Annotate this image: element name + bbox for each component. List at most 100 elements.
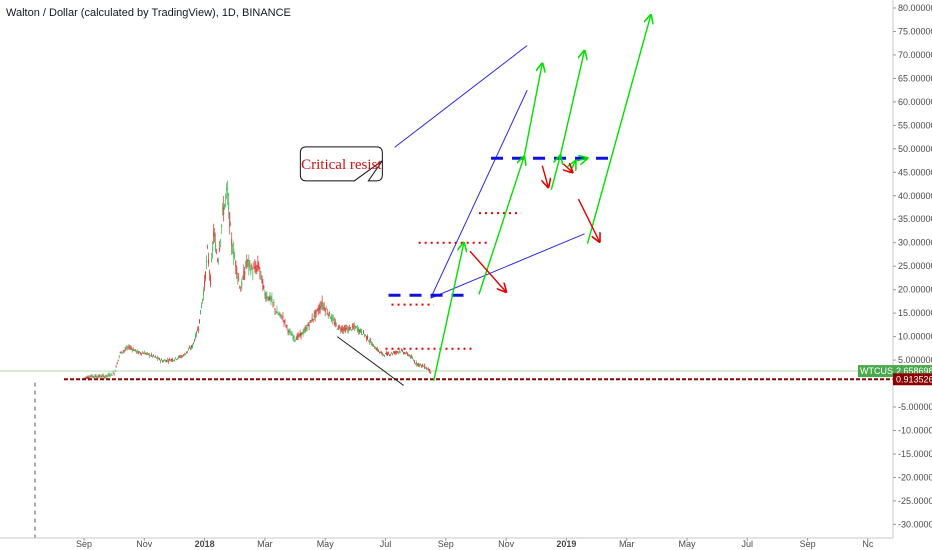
candle-body	[126, 347, 128, 349]
y-tick-label: -10.000000	[898, 425, 932, 435]
plot-area[interactable]	[0, 180, 893, 538]
candle-body	[169, 360, 171, 362]
candle-body	[404, 352, 406, 354]
y-tick-label: 15.000000	[898, 308, 932, 318]
candle-body	[107, 374, 109, 376]
candle-body	[149, 355, 151, 357]
x-tick-label: Nc	[862, 539, 873, 549]
annotations-layer: Critical resist	[64, 15, 893, 386]
candle-body	[114, 370, 116, 372]
candle-body	[286, 325, 288, 327]
candle-body	[153, 356, 155, 358]
candle-body	[135, 350, 137, 353]
candle-body	[234, 257, 236, 259]
candle-body	[215, 242, 217, 252]
candle-body	[109, 375, 111, 377]
candle-body	[373, 347, 375, 349]
candle-body	[175, 357, 176, 359]
candle-body	[194, 340, 195, 342]
candle-body	[155, 357, 157, 359]
green-arrow-1	[478, 156, 524, 295]
candle-body	[229, 212, 231, 228]
candle-body	[152, 355, 154, 357]
candle-body	[429, 369, 431, 372]
y-tick-label: 10.000000	[898, 332, 932, 342]
candle-body	[87, 376, 89, 379]
candle-body	[414, 361, 416, 363]
candle-body	[257, 262, 259, 268]
candle-body	[165, 360, 167, 362]
candle-body	[294, 340, 296, 341]
candle-body	[335, 324, 337, 326]
candle-body	[150, 354, 152, 356]
candle-body	[258, 264, 260, 269]
candle-body	[426, 367, 428, 369]
candle-body	[281, 318, 283, 320]
candle-body	[394, 351, 395, 354]
candle-body	[285, 325, 287, 327]
candle-body	[205, 271, 207, 279]
candle-body	[227, 192, 229, 196]
candle-body	[416, 362, 418, 365]
candle-body	[384, 355, 385, 357]
candle-body	[185, 353, 186, 355]
candle-body	[100, 377, 102, 378]
y-tick-label: -5.000000	[898, 402, 932, 412]
candle-body	[156, 357, 158, 359]
candle-body	[137, 351, 139, 354]
candle-body	[376, 348, 377, 350]
candle-body	[102, 375, 104, 377]
candle-body	[127, 346, 129, 348]
candle-body	[105, 374, 107, 377]
candle-body	[377, 348, 378, 351]
candle-body	[411, 356, 413, 359]
candle-body	[123, 350, 125, 352]
candle-body	[363, 334, 365, 336]
candle-body	[230, 224, 232, 226]
candle-body	[269, 294, 271, 301]
candle-body	[317, 309, 319, 312]
x-axis: Sep Nov 2018 Mar May Jul Sep Nov 2019 Mar May Jul Se…	[0, 537, 893, 549]
candle-body	[144, 353, 146, 355]
candle-body	[104, 376, 106, 378]
candle-body	[213, 232, 215, 237]
candle-body	[427, 368, 429, 370]
y-tick-label: 25.000000	[898, 261, 932, 271]
candle-body	[110, 373, 112, 375]
candle-body	[146, 352, 148, 354]
candle-body	[199, 319, 201, 323]
candle-body	[158, 358, 160, 360]
candle-body	[323, 306, 325, 310]
candle-body	[96, 376, 98, 378]
x-tick-label: 2018	[195, 539, 215, 549]
y-tick-label: 65.000000	[898, 73, 932, 83]
candle-body	[226, 187, 228, 191]
candle-body	[115, 365, 117, 368]
candle-body	[271, 297, 273, 302]
candle-body	[348, 327, 350, 331]
candle-body	[249, 261, 251, 265]
candle-body	[183, 354, 184, 356]
candle-body	[170, 359, 172, 361]
candle-body	[359, 329, 361, 332]
candle-body	[318, 307, 320, 311]
candle-body	[357, 327, 359, 332]
y-tick-label: 75.000000	[898, 26, 932, 36]
red-arrow-2	[563, 164, 572, 172]
candle-body	[408, 355, 410, 356]
candle-body	[88, 377, 90, 379]
candle-body	[97, 376, 99, 378]
candle-body	[101, 375, 103, 378]
candle-body	[117, 359, 119, 361]
candle-body	[179, 355, 180, 357]
candle-body	[103, 376, 105, 378]
candle-body	[142, 353, 144, 355]
candle-body	[333, 321, 335, 325]
candle-body	[206, 260, 208, 263]
candle-body	[283, 320, 285, 323]
candle-body	[259, 270, 261, 272]
candle-body	[360, 330, 362, 334]
candle-body	[422, 364, 424, 366]
candle-body	[189, 347, 190, 349]
